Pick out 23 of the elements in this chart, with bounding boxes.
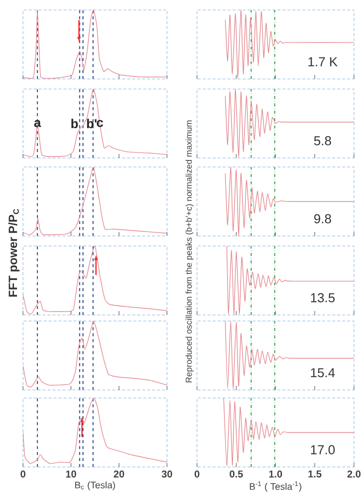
x-tick-label: 0 <box>194 470 200 478</box>
x-tick-label: 1.5 <box>308 470 322 478</box>
annotation: b <box>71 118 78 128</box>
annotation: 1.7 K <box>308 57 338 66</box>
x-axis-title: B$_{c}$ (Tesla) <box>75 481 115 490</box>
annotation: a <box>34 120 42 128</box>
annotation: 13.5 <box>310 293 335 302</box>
annotation: c <box>96 120 104 128</box>
x-tick-label: 20 <box>114 470 124 478</box>
x-tick-label: 30 <box>162 470 172 478</box>
x-tick-label: 0.5 <box>230 470 243 478</box>
x-tick-label: 1.0 <box>269 470 282 478</box>
x-tick-label: 10 <box>66 470 76 478</box>
annotation: 15.4 <box>310 368 335 378</box>
x-axis-title: B$^{-1}$ ( Tesla$^{-1}$) <box>250 481 302 492</box>
annotation: b' <box>87 118 97 128</box>
y-axis-title: Reproduced oscillation from the peaks (b+b'+c) normalized maximum <box>186 120 194 382</box>
x-tick-label: 0 <box>20 470 26 478</box>
annotation: 9.8 <box>314 214 332 224</box>
x-tick-label: 2.0 <box>347 470 361 478</box>
y-axis-title: FFT power P/P$_{C}$ <box>8 208 20 297</box>
annotation: 17.0 <box>310 445 335 454</box>
annotation: 5.8 <box>314 136 332 146</box>
